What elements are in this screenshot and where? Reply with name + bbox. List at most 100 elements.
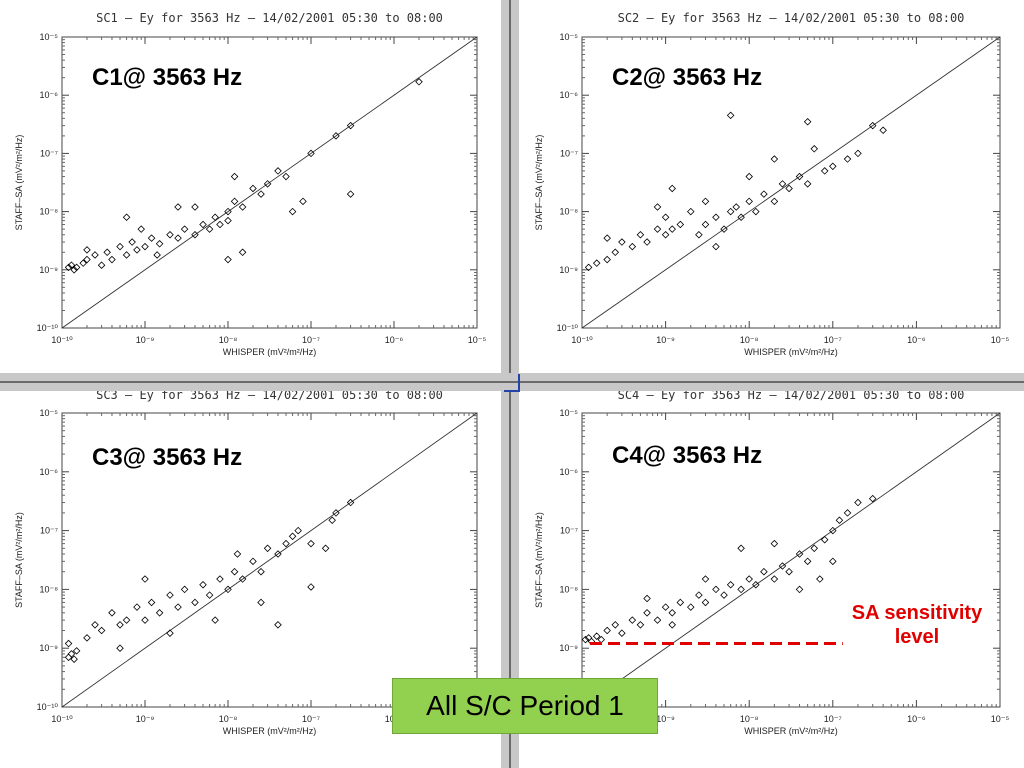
data-point bbox=[249, 184, 257, 193]
x-tick-label: 10⁻⁹ bbox=[136, 335, 155, 345]
data-point bbox=[868, 494, 877, 503]
data-point bbox=[116, 242, 124, 251]
data-point bbox=[668, 621, 676, 629]
data-point bbox=[224, 216, 232, 225]
data-point bbox=[307, 583, 315, 591]
data-point bbox=[122, 213, 131, 222]
data-point bbox=[737, 585, 745, 594]
data-point bbox=[166, 230, 174, 239]
y-tick-label: 10⁻⁷ bbox=[40, 148, 58, 158]
data-point bbox=[257, 567, 265, 576]
data-point bbox=[141, 575, 149, 583]
x-tick-label: 10⁻⁵ bbox=[991, 335, 1010, 345]
data-point bbox=[274, 621, 282, 629]
data-point bbox=[726, 207, 735, 216]
data-point bbox=[257, 598, 265, 607]
x-tick-label: 10⁻⁷ bbox=[824, 714, 842, 724]
data-point bbox=[636, 621, 645, 629]
data-point bbox=[854, 149, 862, 158]
data-point bbox=[745, 172, 753, 181]
data-point bbox=[668, 609, 676, 617]
data-point bbox=[346, 498, 355, 507]
y-axis-label: STAFF–SA (mV²/m²/Hz) bbox=[14, 135, 24, 231]
x-tick-label: 10⁻⁵ bbox=[991, 714, 1010, 724]
data-point bbox=[79, 259, 87, 267]
data-point bbox=[687, 603, 695, 611]
y-tick-label: 10⁻⁸ bbox=[559, 584, 578, 594]
data-point bbox=[307, 149, 315, 158]
x-axis-label: WHISPER (mV²/m²/Hz) bbox=[223, 726, 317, 736]
y-tick-label: 10⁻¹⁰ bbox=[37, 323, 59, 333]
data-point bbox=[282, 539, 290, 548]
data-point bbox=[346, 121, 355, 130]
data-point bbox=[643, 238, 651, 246]
y-tick-label: 10⁻⁶ bbox=[40, 90, 59, 100]
data-point bbox=[835, 516, 844, 525]
x-tick-label: 10⁻⁷ bbox=[824, 335, 842, 345]
data-point bbox=[653, 616, 662, 624]
data-point bbox=[233, 550, 242, 558]
data-point bbox=[785, 184, 793, 193]
data-point bbox=[67, 261, 76, 269]
data-point bbox=[91, 251, 99, 259]
data-point bbox=[205, 225, 214, 233]
y-axis-label: STAFF–SA (mV²/m²/Hz) bbox=[14, 512, 24, 608]
x-tick-label: 10⁻⁶ bbox=[907, 335, 926, 345]
x-tick-label: 10⁻⁵ bbox=[468, 335, 487, 345]
data-point bbox=[116, 621, 124, 629]
data-point bbox=[224, 207, 232, 216]
data-point bbox=[230, 197, 239, 206]
reference-line bbox=[581, 36, 1001, 329]
data-point bbox=[732, 203, 741, 211]
x-tick-label: 10⁻¹⁰ bbox=[571, 335, 593, 345]
data-point bbox=[230, 172, 239, 181]
y-tick-label: 10⁻⁷ bbox=[40, 526, 58, 536]
data-point bbox=[230, 567, 239, 576]
data-point bbox=[133, 603, 141, 611]
data-point bbox=[199, 580, 207, 589]
data-point bbox=[274, 167, 282, 175]
panel-label-c2: C2@ 3563 Hz bbox=[612, 64, 763, 91]
data-point bbox=[770, 539, 779, 548]
data-point bbox=[174, 234, 182, 242]
data-point bbox=[122, 251, 131, 259]
data-point bbox=[64, 639, 73, 648]
data-point bbox=[67, 650, 76, 658]
y-tick-label: 10⁻¹⁰ bbox=[557, 323, 579, 333]
x-axis-label: WHISPER (mV²/m²/Hz) bbox=[744, 347, 838, 357]
data-point bbox=[97, 261, 106, 269]
data-point bbox=[745, 197, 753, 206]
data-point bbox=[603, 626, 611, 635]
data-point bbox=[778, 562, 787, 570]
data-point bbox=[770, 197, 779, 206]
data-point bbox=[332, 132, 340, 140]
y-tick-label: 10⁻⁶ bbox=[560, 90, 579, 100]
plot-frame bbox=[61, 412, 478, 708]
x-axis-label: WHISPER (mV²/m²/Hz) bbox=[744, 726, 838, 736]
period-badge: All S/C Period 1 bbox=[392, 678, 658, 734]
data-point bbox=[288, 207, 297, 216]
data-point bbox=[611, 621, 620, 629]
data-point bbox=[133, 246, 141, 254]
y-tick-label: 10⁻⁹ bbox=[39, 265, 58, 275]
data-point bbox=[628, 242, 637, 251]
plot-frame bbox=[581, 36, 1001, 329]
data-point bbox=[611, 248, 620, 257]
data-point bbox=[83, 634, 91, 642]
data-point bbox=[820, 167, 829, 175]
data-point bbox=[636, 230, 645, 239]
data-point bbox=[668, 225, 676, 233]
data-point bbox=[166, 629, 174, 637]
data-point bbox=[155, 240, 164, 248]
data-point bbox=[332, 509, 340, 517]
panel-label-c4: C4@ 3563 Hz bbox=[612, 442, 763, 469]
data-point bbox=[238, 575, 247, 583]
data-point bbox=[116, 644, 124, 652]
data-point bbox=[91, 621, 99, 629]
data-point bbox=[174, 603, 182, 611]
data-point bbox=[618, 629, 626, 637]
data-point bbox=[64, 263, 73, 272]
data-point bbox=[299, 197, 307, 206]
data-point bbox=[216, 220, 224, 229]
data-point bbox=[263, 544, 272, 553]
